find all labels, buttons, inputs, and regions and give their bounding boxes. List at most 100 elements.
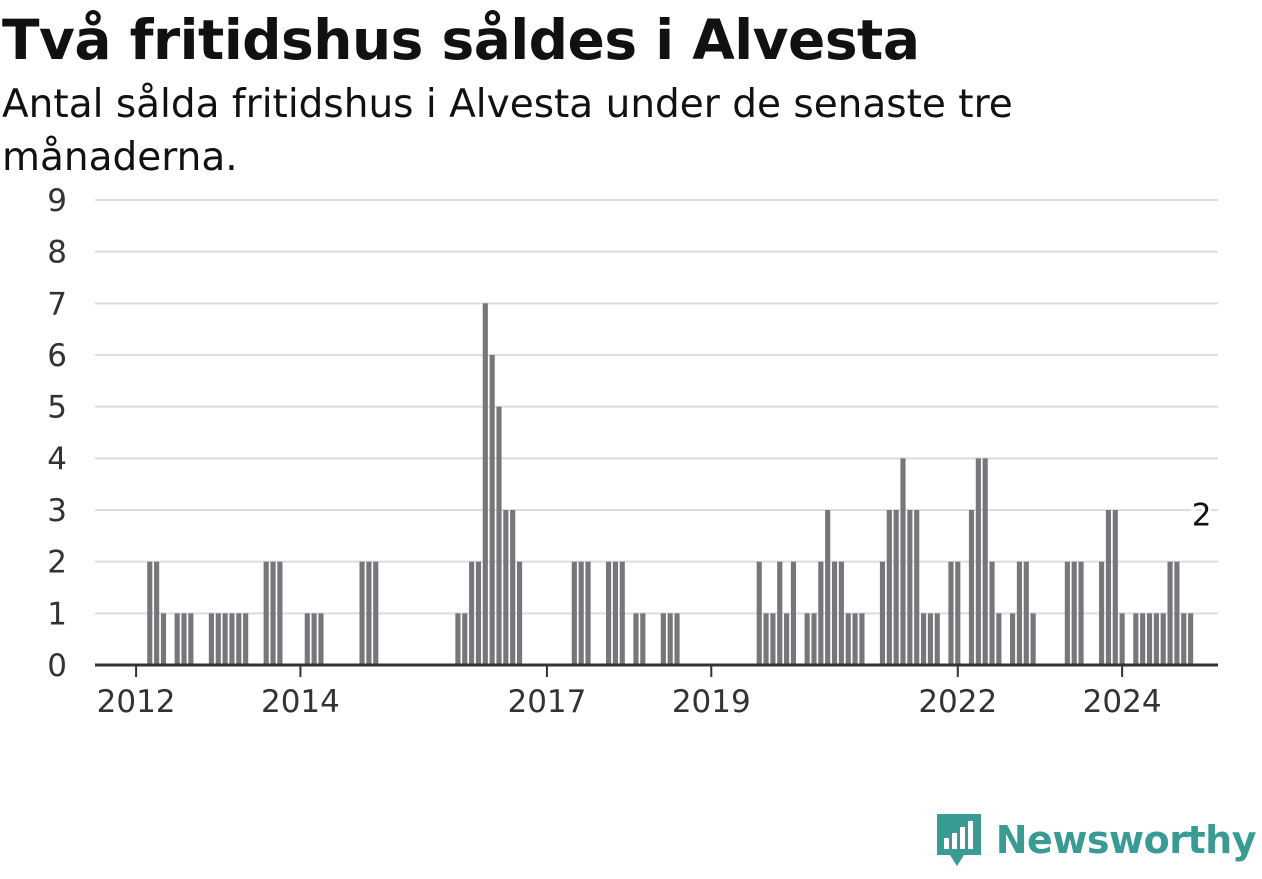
bar (825, 510, 831, 665)
bar (270, 561, 276, 665)
bar (318, 613, 324, 665)
bar (236, 613, 242, 665)
x-tick-label: 2014 (261, 684, 340, 720)
bar (859, 613, 865, 665)
bar (893, 510, 899, 665)
x-tick-label: 2019 (672, 684, 751, 720)
x-tick-label: 2022 (918, 684, 997, 720)
bar (886, 510, 892, 665)
bar (633, 613, 639, 665)
bar (311, 613, 317, 665)
logo-text: Newsworthy (995, 818, 1257, 862)
bar (996, 613, 1002, 665)
bar (927, 613, 933, 665)
bar (777, 561, 783, 665)
bar (811, 613, 817, 665)
bar (503, 510, 509, 665)
bar (1140, 613, 1146, 665)
bar (1167, 561, 1173, 665)
bar (1119, 613, 1125, 665)
bar (790, 561, 797, 665)
bar (482, 303, 488, 665)
bar (674, 613, 680, 665)
bar (359, 561, 365, 665)
bar (304, 613, 310, 665)
bar (948, 561, 954, 665)
bar (229, 613, 235, 665)
bar (1099, 561, 1105, 665)
bar (838, 561, 844, 665)
bar (989, 561, 995, 665)
bar (1181, 613, 1187, 665)
y-tick-label: 8 (47, 235, 67, 271)
bar (982, 458, 988, 665)
x-tick-label: 2024 (1083, 684, 1162, 720)
bar (277, 561, 283, 665)
bar (578, 561, 584, 665)
chart-title: Två fritidshus såldes i Alvesta (2, 8, 920, 72)
bar (955, 561, 961, 665)
bar (154, 561, 160, 665)
bar (243, 613, 249, 665)
bar (619, 561, 625, 665)
x-tick-label: 2017 (507, 684, 586, 720)
bar (366, 561, 372, 665)
bar (667, 613, 673, 665)
bar (975, 458, 981, 665)
bar (804, 613, 810, 665)
y-tick-label: 9 (47, 183, 67, 219)
bar (914, 510, 920, 665)
bar (1112, 510, 1118, 665)
bar (455, 613, 461, 665)
bar (763, 613, 769, 665)
bar (469, 561, 475, 665)
bar (640, 613, 646, 665)
bar (496, 406, 502, 665)
bar (907, 510, 913, 665)
bar (934, 613, 940, 665)
bar (1030, 613, 1036, 665)
bar (606, 561, 612, 665)
bar (1078, 561, 1084, 665)
bar (852, 613, 858, 665)
bar (1188, 613, 1194, 665)
bar (160, 613, 167, 665)
bar (174, 613, 180, 665)
annotation-label: 2 (1192, 498, 1212, 534)
y-tick-label: 1 (47, 596, 67, 632)
bar (462, 613, 468, 665)
bar (208, 613, 214, 665)
y-tick-label: 6 (47, 338, 67, 374)
bar (968, 510, 975, 665)
bar (900, 458, 906, 665)
y-tick-label: 3 (47, 493, 67, 529)
bar (1071, 561, 1077, 665)
bar (181, 613, 187, 665)
bar (373, 561, 379, 665)
y-tick-label: 7 (47, 286, 67, 322)
bar (1133, 613, 1139, 665)
bar (845, 613, 851, 665)
annotation: 2 (1189, 495, 1215, 537)
bar (920, 613, 927, 665)
y-tick-label: 5 (47, 390, 67, 426)
bar-chart: 0 1 2 3 4 5 6 7 8 9 2012 2014 2017 2019 2022 2024 2 (47, 183, 1218, 720)
bar (585, 561, 591, 665)
y-tick-label: 4 (47, 441, 67, 477)
bar (147, 561, 153, 665)
bar (489, 355, 495, 665)
newsworthy-logo: Newsworthy (934, 811, 1257, 869)
bar (756, 561, 762, 665)
bar (612, 561, 618, 665)
bar (475, 561, 482, 665)
bar (784, 613, 790, 665)
bar (1105, 510, 1112, 665)
gridlines (95, 199, 1218, 615)
bar (879, 561, 886, 665)
bar (222, 613, 228, 665)
chart-subtitle: Antal sålda fritidshus i Alvesta under d… (2, 82, 1013, 180)
bars (147, 303, 1194, 665)
bar (188, 613, 194, 665)
bar (770, 613, 776, 665)
bar (510, 510, 516, 665)
